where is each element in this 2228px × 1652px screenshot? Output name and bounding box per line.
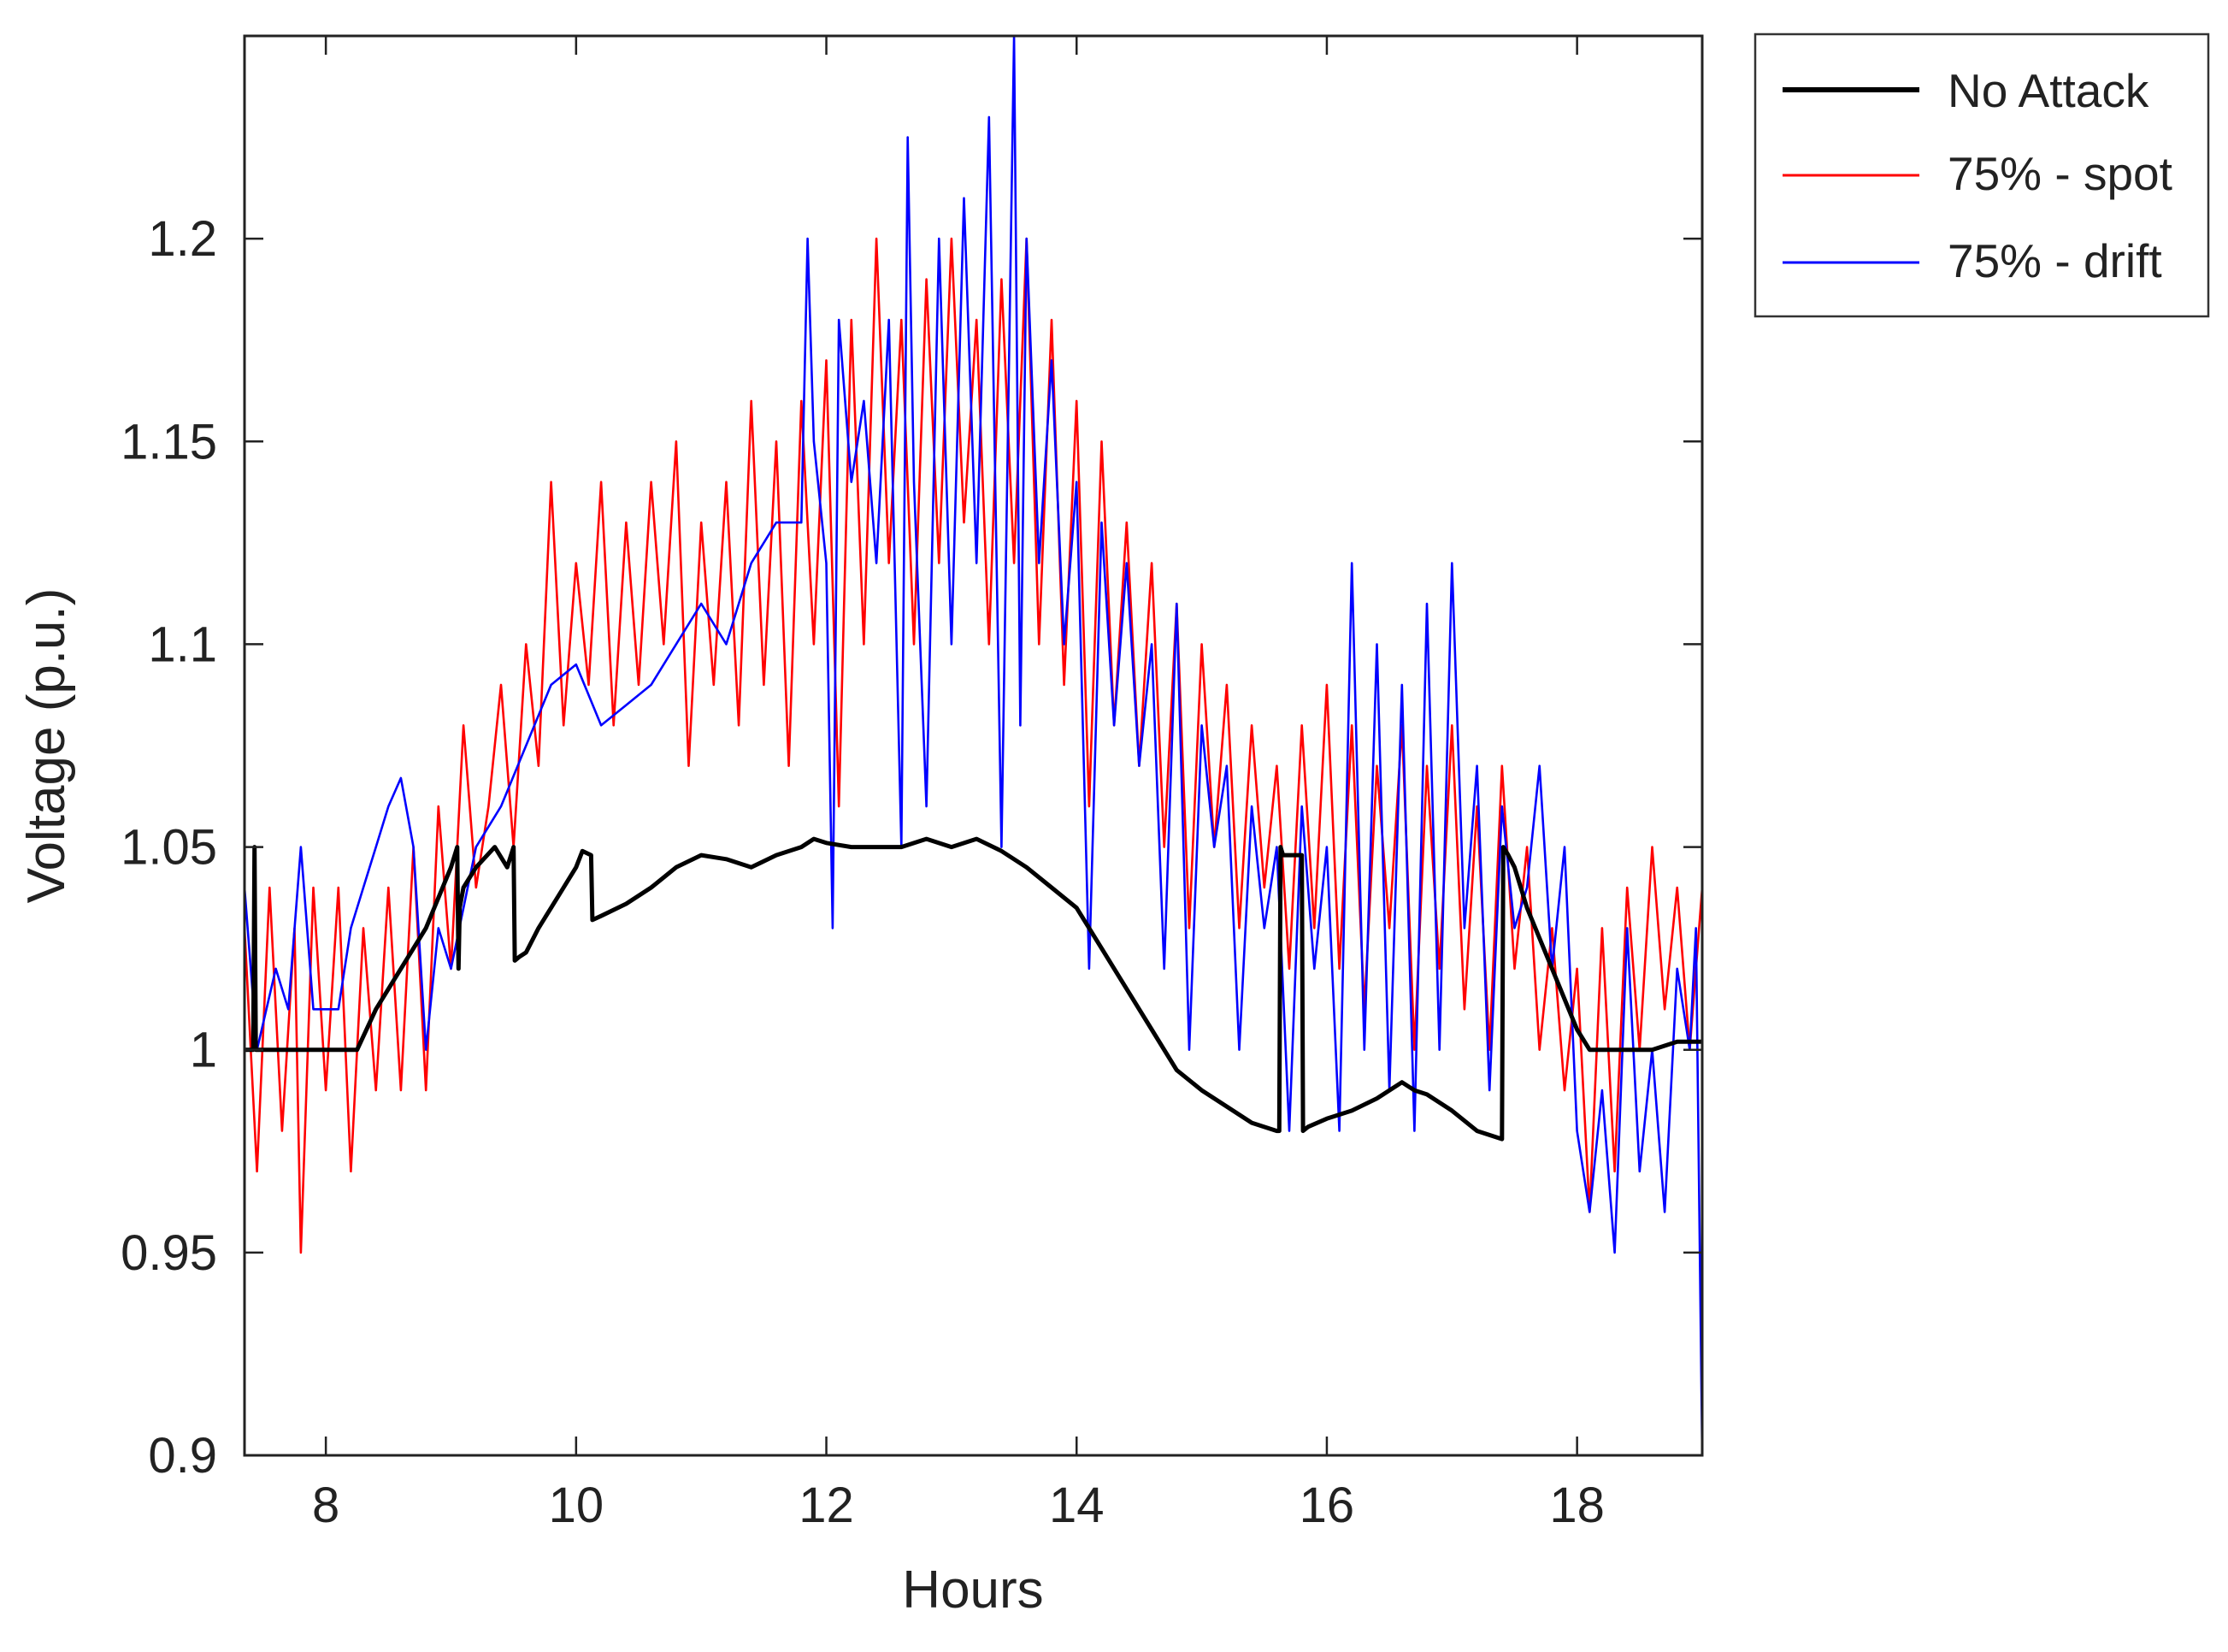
series-spot-line [243, 237, 1704, 1254]
series-no-attack-line [245, 836, 1702, 1142]
x-tick-label: 12 [799, 1478, 854, 1533]
y-tick-label: 1.2 [148, 211, 217, 267]
y-tick-label: 0.95 [121, 1225, 217, 1281]
x-axis-label: Hours [902, 1561, 1043, 1620]
y-tick-label: 1.05 [121, 820, 217, 876]
legend-label-no-attack: No Attack [1948, 64, 2149, 117]
legend-label-spot: 75% - spot [1948, 147, 2172, 200]
legend-label-drift: 75% - drift [1948, 234, 2162, 287]
x-tick-label: 8 [312, 1478, 339, 1533]
ticks-layer: 8 10 12 14 16 18 0.9 0.95 1 1.05 1.1 1.15 1.2 [121, 36, 1702, 1533]
y-axis-label: Voltage (p.u.) [17, 588, 76, 904]
series-layer [243, 34, 1704, 1456]
x-tick-label: 10 [549, 1478, 604, 1533]
x-tick-label: 18 [1549, 1478, 1605, 1533]
y-tick-label: 1.1 [148, 617, 217, 672]
y-tick-label: 0.9 [148, 1428, 217, 1484]
legend: No Attack 75% - spot 75% - drift [1754, 32, 2210, 318]
y-tick-label: 1 [190, 1023, 217, 1078]
plot-frame [243, 34, 1704, 1457]
x-tick-label: 16 [1300, 1478, 1355, 1533]
x-tick-label: 14 [1049, 1478, 1105, 1533]
series-drift-line [243, 34, 1704, 1456]
y-tick-label: 1.15 [121, 414, 217, 469]
